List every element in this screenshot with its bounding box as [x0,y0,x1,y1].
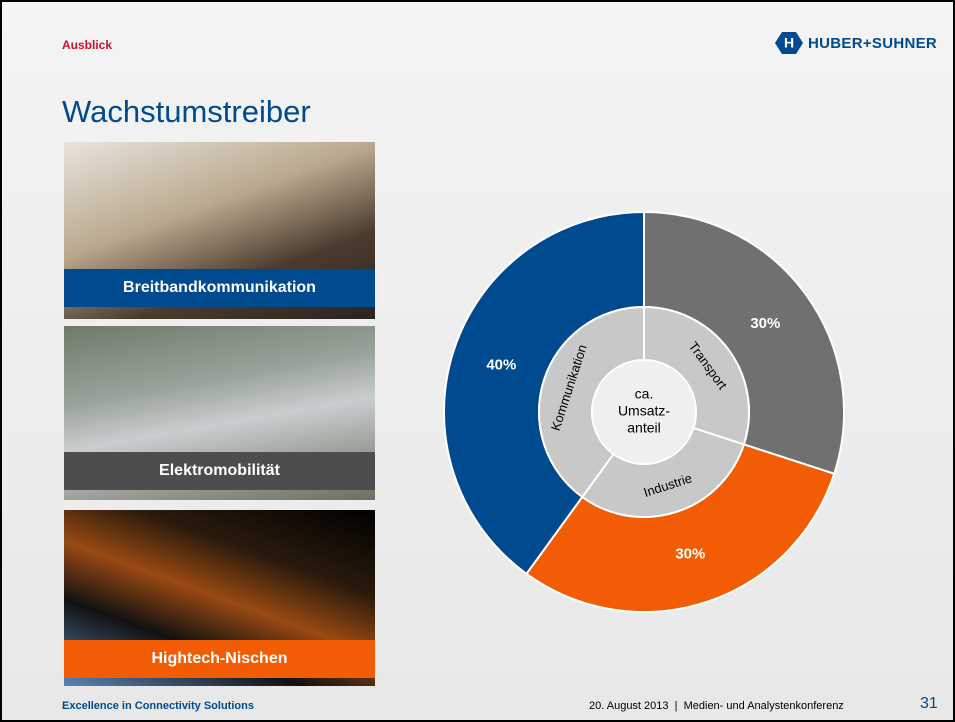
value-label: 30% [750,315,780,332]
center-label: Umsatz- [618,403,670,419]
page-number: 31 [920,695,938,712]
panel-label: Hightech-Nischen [64,640,375,678]
panel-label: Breitbandkommunikation [64,269,375,307]
photo-panel: Elektromobilität [64,326,375,500]
logo-icon: H [775,32,803,54]
footer-info: 20. August 2013 | Medien- und Analystenk… [589,700,844,712]
inner-segment [643,305,750,446]
svg-text:H: H [784,35,794,51]
photo-panel: Hightech-Nischen [64,510,375,686]
value-label: 30% [675,546,705,563]
center-label: ca. [635,386,654,402]
donut-hole [593,361,695,463]
photo-panel: Breitbandkommunikation [64,142,375,319]
section-label: Ausblick [62,38,113,52]
value-label: 40% [486,357,516,374]
logo-text: HUBER+SUHNER [808,34,938,52]
center-label: anteil [627,420,660,436]
panel-label: Elektromobilität [64,452,375,490]
logo: H HUBER+SUHNER [774,30,937,56]
inner-segment [580,426,746,518]
inner-segment [538,305,645,499]
footer-tagline: Excellence in Connectivity Solutions [62,700,254,712]
slide-title: Wachstumstreiber [62,94,311,129]
